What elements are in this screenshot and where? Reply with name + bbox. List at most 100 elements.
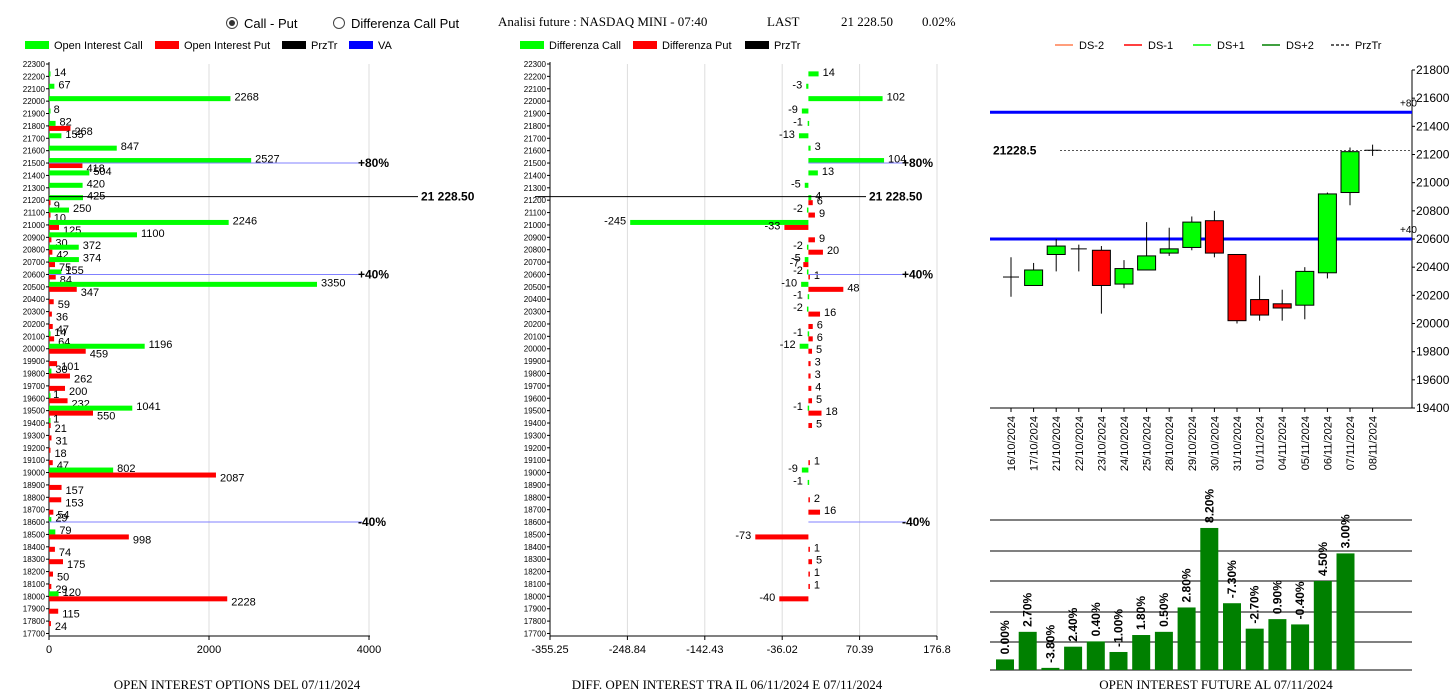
diff-call-bar <box>799 343 809 349</box>
diff-put-bar-label: 5 <box>816 419 822 431</box>
radio-call-put[interactable]: Call - Put <box>226 14 297 32</box>
put-bar <box>49 447 51 453</box>
y-tick-label: 20100 <box>23 332 46 341</box>
y-tick-label: 21100 <box>524 209 546 218</box>
call-value-label: 1 <box>53 389 59 401</box>
diff-put-bar <box>808 509 821 515</box>
diff-call-bar <box>801 108 809 114</box>
candle-body <box>1137 255 1157 271</box>
y-tick-label: 21500 <box>524 159 547 168</box>
y-tick-label: 20000 <box>524 345 547 354</box>
y-tick-label: 18200 <box>524 568 547 577</box>
put-bar <box>49 472 216 478</box>
oi-future-bar <box>1268 619 1287 670</box>
y-tick-label: 18100 <box>524 580 547 589</box>
diff-call-bar <box>808 195 812 201</box>
y-tick-label: 21800 <box>524 122 547 131</box>
y-tick-label: 21700 <box>524 134 547 143</box>
diff-call-bar-label: -5 <box>791 178 801 190</box>
price-line-label: 21 228.50 <box>421 190 475 204</box>
call-bar <box>49 591 59 597</box>
put-bar <box>49 348 86 354</box>
diff-call-bar-label: -1 <box>793 290 803 302</box>
y-tick-label: 21800 <box>1416 63 1450 77</box>
y-tick-label: 21400 <box>23 171 46 180</box>
put-bar <box>49 583 52 589</box>
x-tick-label: 08/11/2024 <box>1368 416 1380 470</box>
radio-differenza-call-put[interactable]: Differenza Call Put <box>333 14 459 32</box>
oi-future-bar-label: 0.50% <box>1157 592 1171 626</box>
y-tick-label: 18900 <box>23 481 46 490</box>
call-value-label: 120 <box>63 587 81 599</box>
diff-put-bar-label: 16 <box>824 505 836 517</box>
y-tick-label: 19700 <box>524 382 547 391</box>
oi-future-bar <box>1223 603 1241 670</box>
y-tick-label: 21600 <box>524 147 547 156</box>
x-tick-label: 17/10/2024 <box>1029 416 1041 471</box>
call-value-label: 1041 <box>136 401 160 413</box>
y-tick-label: 21700 <box>23 134 46 143</box>
x-tick-label: 07/11/2024 <box>1345 416 1357 470</box>
call-value-label: 1196 <box>149 339 173 351</box>
diff-call-bar-label: 14 <box>823 67 835 79</box>
y-tick-label: 20700 <box>524 258 547 267</box>
call-value-label: 8 <box>54 104 60 116</box>
candle-body <box>1114 268 1134 285</box>
x-tick-label: 2000 <box>197 644 221 656</box>
legend-swatch <box>25 41 49 49</box>
x-tick-label: 23/10/2024 <box>1096 416 1108 471</box>
y-tick-label: 19300 <box>23 431 46 440</box>
candle-body <box>1091 249 1111 286</box>
oi-future-bar <box>1154 631 1173 670</box>
diff-put-bar <box>808 361 811 367</box>
candle-body <box>1250 299 1270 316</box>
diff-call-bar <box>806 83 809 89</box>
diff-call-bar <box>801 467 809 473</box>
y-tick-label: 21300 <box>524 184 547 193</box>
last-price-label: 21228.5 <box>993 143 1037 157</box>
y-tick-label: 20200 <box>23 320 46 329</box>
diff-call-bar-label: -1 <box>793 116 803 128</box>
put-bar <box>49 559 63 565</box>
y-tick-label: 19800 <box>23 370 46 379</box>
call-bar <box>49 517 52 523</box>
call-bar <box>49 232 137 238</box>
y-tick-label: 22200 <box>23 72 46 81</box>
diff-put-bar <box>808 410 822 416</box>
put-value-label: 268 <box>74 126 92 138</box>
y-tick-label: 19900 <box>23 357 46 366</box>
x-tick-label: 16/10/2024 <box>1006 416 1018 471</box>
y-tick-label: 18800 <box>23 493 46 502</box>
diff-call-bar-label: 13 <box>822 166 834 178</box>
diff-call-bar <box>798 133 809 139</box>
x-tick-label: -355.25 <box>531 644 568 656</box>
y-tick-label: 17800 <box>23 617 46 626</box>
diff-call-bar <box>807 120 810 126</box>
legend-label: Differenza Put <box>662 40 732 52</box>
diff-put-bar <box>808 559 813 565</box>
y-tick-label: 21000 <box>23 221 46 230</box>
y-tick-label: 19600 <box>524 394 547 403</box>
oi-future-bar-label: 3.00% <box>1339 514 1353 548</box>
y-tick-label: 19100 <box>23 456 46 465</box>
candle-body <box>1024 269 1044 286</box>
diff-put-bar <box>808 373 811 379</box>
diff-call-bar-label: 3 <box>815 141 821 153</box>
put-bar <box>49 299 54 305</box>
y-tick-label: 19000 <box>524 469 547 478</box>
x-tick-label: 4000 <box>357 644 381 656</box>
diff-call-bar-label: -2 <box>793 302 803 314</box>
diff-call-bar <box>808 71 819 77</box>
call-value-label: 2246 <box>233 215 257 227</box>
oi-future-bar-label: 2.40% <box>1066 607 1080 641</box>
oi-future-bar <box>1291 624 1310 670</box>
put-value-label: 347 <box>81 287 99 299</box>
y-tick-label: 21200 <box>23 196 46 205</box>
oi-future-bar <box>1064 646 1083 670</box>
diff-put-bar <box>803 262 809 268</box>
legend-label: Differenza Call <box>549 40 621 52</box>
put-bar <box>49 608 59 614</box>
legend-label: PrzTr <box>774 40 801 52</box>
put-value-label: 115 <box>62 609 80 621</box>
oi-future-bar-label: 2.70% <box>1021 592 1035 626</box>
